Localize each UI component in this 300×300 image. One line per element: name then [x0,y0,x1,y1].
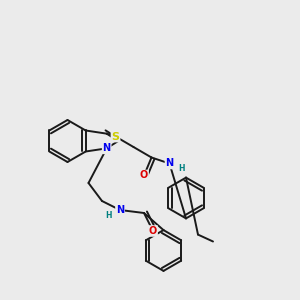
Text: N: N [116,205,124,215]
Text: S: S [112,131,119,142]
Text: H: H [105,211,112,220]
Text: N: N [165,158,174,169]
Text: O: O [140,170,148,181]
Text: N: N [103,143,111,153]
Text: O: O [149,226,157,236]
Text: H: H [178,164,184,173]
